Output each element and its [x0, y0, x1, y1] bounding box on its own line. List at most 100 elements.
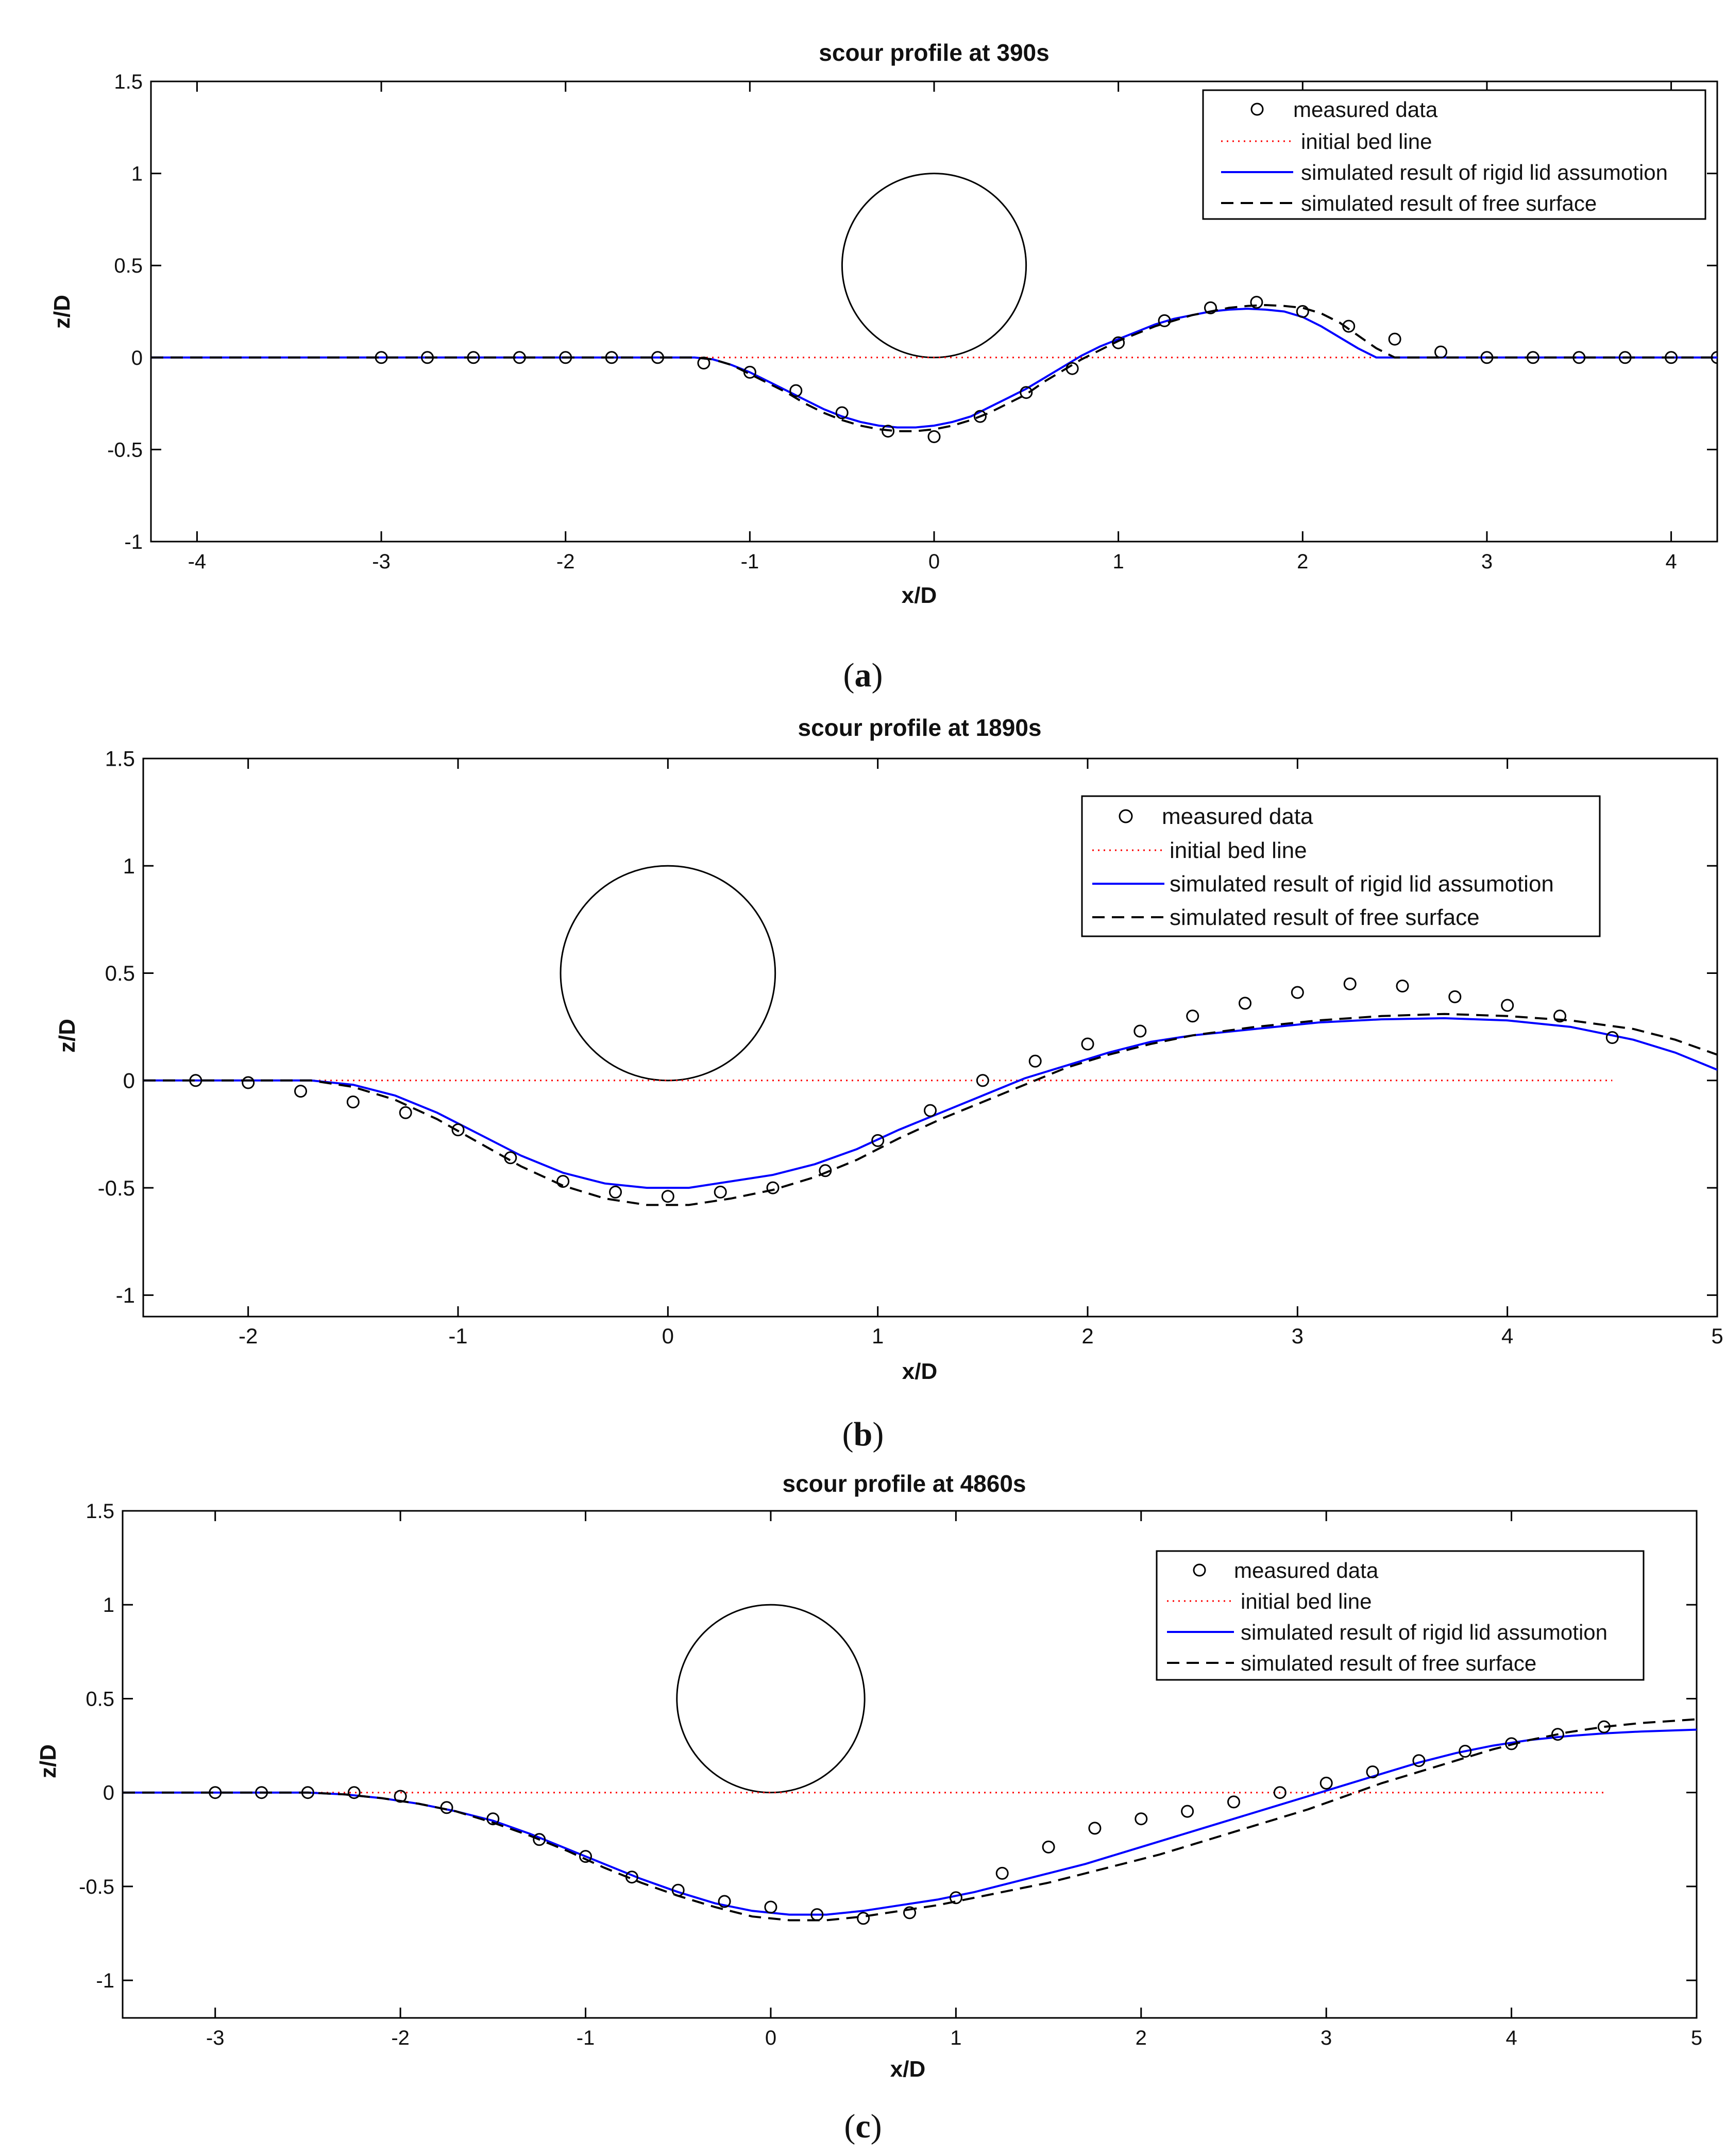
legend-label-free: simulated result of free surface	[1170, 905, 1480, 930]
measured-data-point	[810, 1908, 824, 1922]
legend: measured data initial bed line simulated…	[1156, 1550, 1645, 1681]
measured-data-point	[579, 1850, 592, 1863]
measured-data-point	[1597, 1720, 1611, 1733]
measured-data-point	[1526, 351, 1539, 364]
measured-data-point	[1133, 1024, 1147, 1038]
measured-data-point	[1553, 1009, 1566, 1023]
measured-data-point	[559, 351, 572, 364]
y-tick-label: 1	[103, 1594, 114, 1616]
measured-data-point	[375, 351, 388, 364]
measured-data-point	[743, 365, 756, 379]
measured-data-point	[1020, 386, 1033, 399]
measured-data-point	[399, 1106, 412, 1119]
legend-label-measured: measured data	[1293, 97, 1438, 122]
legend-marker-measured	[1193, 1563, 1206, 1577]
measured-data-points	[209, 1720, 1611, 1925]
measured-data-point	[609, 1185, 622, 1199]
measured-data-point	[1227, 1795, 1240, 1809]
measured-data-point	[1388, 332, 1401, 346]
y-axis-label: z/D	[49, 295, 75, 329]
legend-label-measured: measured data	[1162, 804, 1313, 829]
measured-data-point	[467, 351, 480, 364]
measured-data-point	[533, 1833, 546, 1846]
measured-data-point	[1605, 1031, 1619, 1044]
panel-caption: (c)	[844, 2108, 882, 2145]
measured-data-point	[835, 406, 849, 419]
x-axis-label: x/D	[902, 1359, 937, 1384]
x-tick-label: 3	[1292, 1324, 1304, 1348]
legend-label-initial: initial bed line	[1301, 129, 1432, 154]
y-axis-label: z/D	[55, 1019, 80, 1053]
legend-label-free: simulated result of free surface	[1301, 191, 1597, 215]
panel-caption: (a)	[843, 656, 883, 694]
legend-label-initial: initial bed line	[1241, 1589, 1372, 1613]
x-tick-label: 4	[1501, 1324, 1513, 1348]
measured-data-point	[1480, 351, 1494, 364]
measured-data-point	[1081, 1037, 1094, 1051]
measured-data-point	[440, 1801, 453, 1814]
measured-data-points	[189, 977, 1619, 1203]
measured-data-point	[714, 1185, 727, 1199]
x-tick-labels: -3 -2 -1 0 1 2 3 4 5	[206, 1511, 1702, 2049]
x-tick-label: -3	[372, 550, 391, 573]
chart-panel-b: scour profile at 1890s -2 -1 0 1 2 3 4 5 -1 -0.5…	[55, 714, 1723, 1453]
y-tick-label: -1	[96, 1969, 114, 1992]
chart-panel-c: scour profile at 4860s -3 -2 -1 0 1 2 3 4 5 -1 -0…	[36, 1470, 1702, 2145]
y-tick-label: 0	[103, 1782, 114, 1805]
chart-panel-a: scour profile at 390s -4 -3 -2 -1 0 1 2 3 4 -1 -0…	[49, 39, 1718, 694]
y-tick-label: -0.5	[98, 1176, 135, 1200]
measured-data-point	[927, 430, 941, 443]
x-tick-labels: -2 -1 0 1 2 3 4 5	[239, 759, 1723, 1348]
legend-marker-measured	[1119, 809, 1133, 823]
y-tick-label: 1	[131, 163, 143, 186]
measured-data-point	[1501, 999, 1514, 1012]
measured-data-point	[625, 1871, 638, 1884]
measured-data-point	[255, 1786, 268, 1799]
y-axis-label: z/D	[36, 1744, 61, 1778]
measured-data-point	[1158, 314, 1171, 327]
legend-label-free: simulated result of free surface	[1241, 1651, 1536, 1675]
y-tick-label: 0	[123, 1069, 135, 1093]
pipe-cross-section	[676, 1604, 866, 1794]
measured-data-point	[1135, 1812, 1148, 1826]
chart-title: scour profile at 4860s	[783, 1470, 1026, 1497]
free-surface-series-line	[123, 1718, 1697, 1922]
measured-data-point	[924, 1104, 937, 1117]
measured-data-point	[1711, 351, 1717, 364]
x-tick-label: -3	[206, 2027, 225, 2049]
measured-data-point	[1505, 1737, 1518, 1750]
rigid-lid-series-line	[143, 1017, 1717, 1189]
measured-data-point	[1319, 1776, 1333, 1790]
legend-box	[1202, 89, 1706, 220]
x-tick-label: 0	[662, 1324, 674, 1348]
panel-caption: (b)	[842, 1416, 884, 1453]
measured-data-point	[1112, 336, 1125, 349]
y-tick-label: 0.5	[86, 1688, 114, 1710]
measured-data-point	[421, 351, 434, 364]
measured-data-point	[1181, 1805, 1194, 1818]
y-tick-label: -1	[124, 531, 143, 553]
measured-data-point	[1186, 1009, 1199, 1023]
measured-data-point	[451, 1123, 465, 1137]
y-tick-label: -0.5	[107, 439, 143, 461]
x-tick-label: 5	[1711, 1324, 1723, 1348]
measured-data-point	[718, 1895, 731, 1908]
measured-data-point	[857, 1912, 870, 1925]
measured-data-point	[1572, 351, 1586, 364]
measured-data-point	[903, 1906, 916, 1919]
legend-label-measured: measured data	[1234, 1558, 1379, 1582]
measured-data-point	[766, 1181, 780, 1194]
rigid-lid-series-line	[123, 1728, 1697, 1916]
legend: measured data initial bed line simulated…	[1202, 89, 1706, 220]
measured-data-point	[294, 1085, 307, 1098]
x-tick-label: 3	[1481, 550, 1493, 573]
x-tick-label: -2	[239, 1324, 258, 1348]
measured-data-point	[1239, 997, 1251, 1010]
measured-data-point	[789, 384, 803, 397]
y-tick-labels: -1 -0.5 0 0.5 1 1.5	[79, 1500, 1697, 1992]
measured-data-point	[764, 1900, 777, 1914]
x-tick-label: -1	[448, 1324, 467, 1348]
free-surface-series-line	[143, 1013, 1717, 1206]
x-axis-label: x/D	[902, 583, 937, 608]
measured-data-point	[697, 357, 710, 369]
